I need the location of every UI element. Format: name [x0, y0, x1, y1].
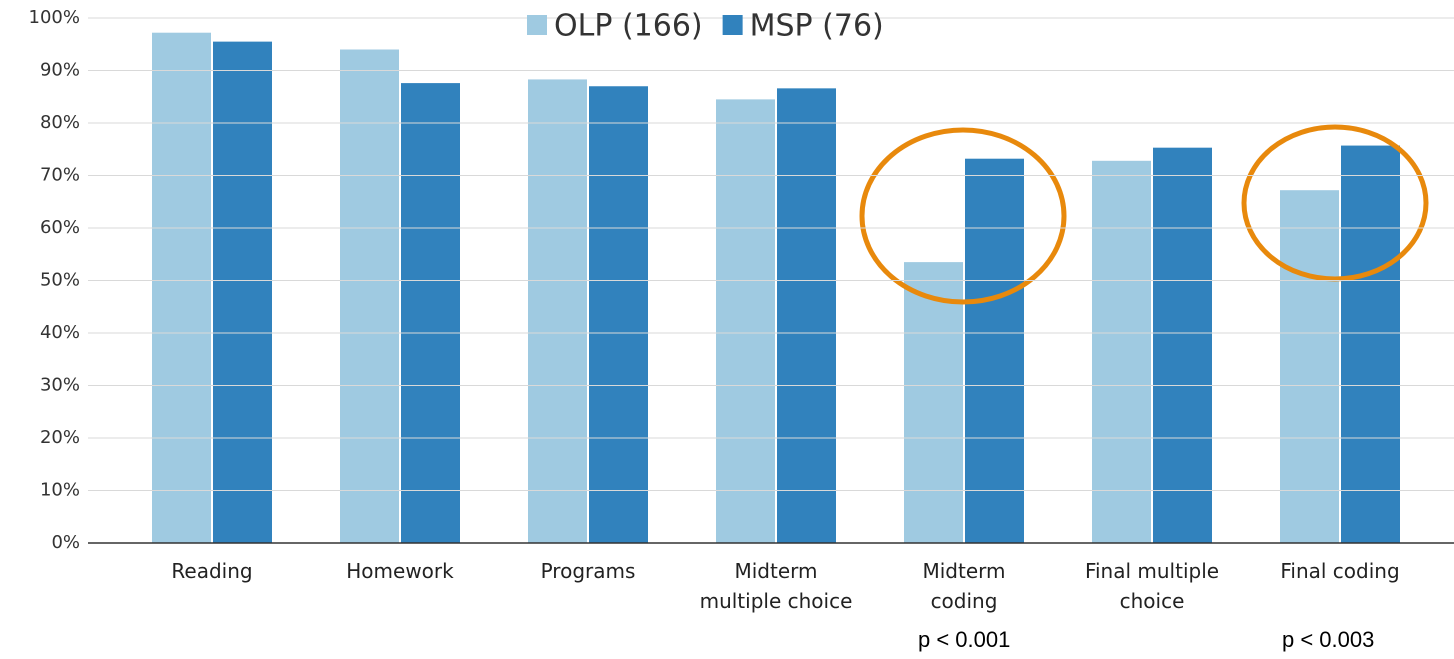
annotation: p < 0.001 — [918, 627, 1011, 652]
x-tick-label: Final coding — [1280, 559, 1400, 583]
y-tick-label: 70% — [40, 165, 80, 186]
x-tick-label: Midterm multiple choice — [699, 559, 853, 613]
y-tick-label: 40% — [40, 322, 80, 343]
bar — [528, 79, 587, 544]
x-tick-label: Reading — [171, 559, 253, 583]
legend-label: MSP (76) — [750, 9, 884, 44]
y-tick-label: 60% — [40, 217, 80, 238]
legend-label: OLP (166) — [554, 9, 703, 44]
legend-swatch — [722, 15, 743, 35]
y-tick-label: 30% — [40, 375, 80, 396]
bar — [1153, 147, 1212, 544]
y-tick-label: 80% — [40, 112, 80, 133]
bar — [965, 158, 1024, 543]
y-tick-label: 100% — [29, 7, 80, 28]
bar — [716, 99, 775, 543]
bar — [589, 86, 648, 543]
bar — [340, 49, 399, 543]
y-tick-label: 20% — [40, 427, 80, 448]
bar — [1341, 145, 1400, 543]
bar — [1280, 190, 1339, 543]
x-tick-label: Final multiple choice — [1084, 559, 1220, 613]
legend-swatch — [527, 15, 547, 35]
bar — [777, 88, 836, 543]
highlight-circle — [1241, 124, 1429, 282]
x-tick-label: Programs — [540, 559, 636, 583]
highlight-circle — [859, 127, 1067, 305]
bar — [1092, 160, 1151, 544]
x-tick-label: Midterm coding — [922, 559, 1006, 613]
x-tick-label: Homework — [346, 559, 454, 583]
y-tick-label: 10% — [40, 480, 80, 501]
y-tick-label: 50% — [40, 270, 80, 291]
annotation: p < 0.003 — [1282, 627, 1375, 652]
y-tick-label: 0% — [51, 532, 80, 553]
bar — [152, 32, 211, 543]
y-tick-label: 90% — [40, 60, 80, 81]
bar — [904, 262, 963, 543]
bar — [213, 41, 272, 543]
bar — [401, 83, 460, 543]
